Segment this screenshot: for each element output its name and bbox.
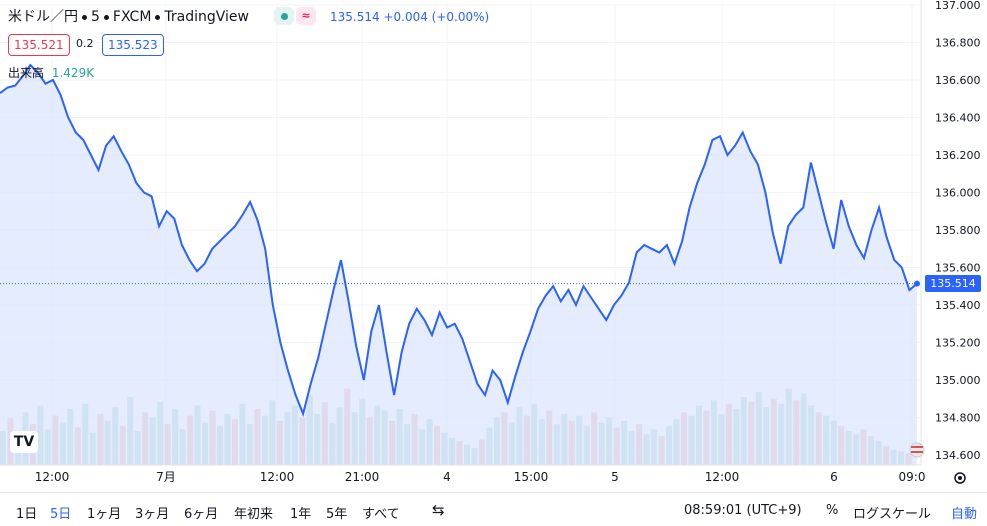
price-chart[interactable]: 137.000 136.800 136.600 136.400 136.200 136.0…: [0, 0, 987, 492]
last-price-dot: [914, 280, 920, 287]
y-tick-label: 135.400: [935, 299, 981, 312]
log-scale-button[interactable]: ログスケール: [853, 507, 932, 522]
x-axis: 12:00 7月 12:00 21:00 4 15:00 5 12:00 6 09:0: [35, 470, 926, 484]
spread-value: 0.2: [76, 37, 94, 50]
range-all-button[interactable]: すべて: [362, 507, 400, 522]
bottom-toolbar: 1日 5日 1ヶ月 3ヶ月 6ヶ月 年初来 1年 5年 すべて ⇆ 08:59:…: [0, 492, 987, 526]
tradingview-logo-icon[interactable]: TV: [10, 431, 38, 453]
last-price-tag: 135.514: [925, 275, 981, 293]
goto-date-icon[interactable]: ⇆: [432, 501, 445, 519]
x-tick-label: 7月: [156, 470, 176, 484]
y-tick-label: 136.000: [935, 187, 981, 200]
sell-price-button[interactable]: 135.521: [8, 34, 70, 56]
y-tick-label: 135.200: [935, 337, 981, 350]
x-tick-label: 15:00: [514, 470, 549, 484]
y-tick-label: 135.600: [935, 262, 981, 275]
range-6m-button[interactable]: 6ヶ月: [184, 507, 219, 522]
volume-legend: 出来高 1.429K: [8, 64, 94, 81]
x-tick-label: 6: [830, 470, 838, 484]
x-tick-label: 4: [443, 470, 451, 484]
settings-gear-icon[interactable]: [954, 472, 966, 484]
y-tick-label: 136.400: [935, 112, 981, 125]
price-area-fill: [0, 65, 917, 465]
y-tick-label: 137.000: [935, 0, 981, 12]
chart-title: 米ドル／円 5 FXCM TradingView: [8, 6, 249, 26]
provider-label: TradingView: [164, 9, 249, 25]
x-tick-label: 12:00: [35, 470, 70, 484]
y-tick-label: 134.800: [935, 412, 981, 425]
volume-label[interactable]: 出来高: [8, 66, 45, 80]
range-1y-button[interactable]: 1年: [290, 507, 312, 522]
last-quote: 135.514 +0.004 (+0.00%): [330, 10, 490, 24]
y-tick-label: 136.600: [935, 74, 981, 87]
price-line: [0, 63, 918, 418]
us-flag-icon: [909, 442, 925, 458]
separator-dot: [82, 14, 87, 20]
range-1d-button[interactable]: 1日: [16, 507, 38, 522]
delayed-data-icon[interactable]: ≈: [296, 7, 316, 25]
range-1m-button[interactable]: 1ヶ月: [87, 507, 122, 522]
separator-dot: [103, 14, 109, 20]
interval-label[interactable]: 5: [91, 9, 100, 25]
x-tick-label: 21:00: [345, 470, 380, 484]
clock-time[interactable]: 08:59:01 (UTC+9): [684, 503, 802, 518]
percent-scale-button[interactable]: %: [826, 503, 839, 518]
x-tick-label: 5: [611, 470, 619, 484]
volume-value: 1.429K: [51, 66, 95, 80]
range-5y-button[interactable]: 5年: [326, 507, 348, 522]
y-tick-label: 134.600: [935, 449, 981, 462]
y-tick-label: 135.000: [935, 374, 981, 387]
x-tick-label: 12:00: [705, 470, 740, 484]
y-tick-label: 135.800: [935, 224, 981, 237]
auto-scale-button[interactable]: 自動: [951, 507, 978, 522]
range-3m-button[interactable]: 3ヶ月: [135, 507, 170, 522]
range-ytd-button[interactable]: 年初来: [234, 507, 274, 522]
x-tick-label: 09:0: [899, 470, 926, 484]
market-status-icon[interactable]: [274, 7, 294, 25]
y-axis: 137.000 136.800 136.600 136.400 136.200 136.0…: [935, 0, 981, 462]
exchange-label: FXCM: [112, 9, 152, 25]
y-tick-label: 136.200: [935, 149, 981, 162]
y-tick-label: 136.800: [935, 37, 981, 50]
range-5d-button[interactable]: 5日: [50, 507, 72, 522]
separator-dot: [155, 14, 161, 20]
buy-price-button[interactable]: 135.523: [102, 34, 164, 56]
symbol-name[interactable]: 米ドル／円: [8, 9, 78, 25]
x-tick-label: 12:00: [260, 470, 295, 484]
